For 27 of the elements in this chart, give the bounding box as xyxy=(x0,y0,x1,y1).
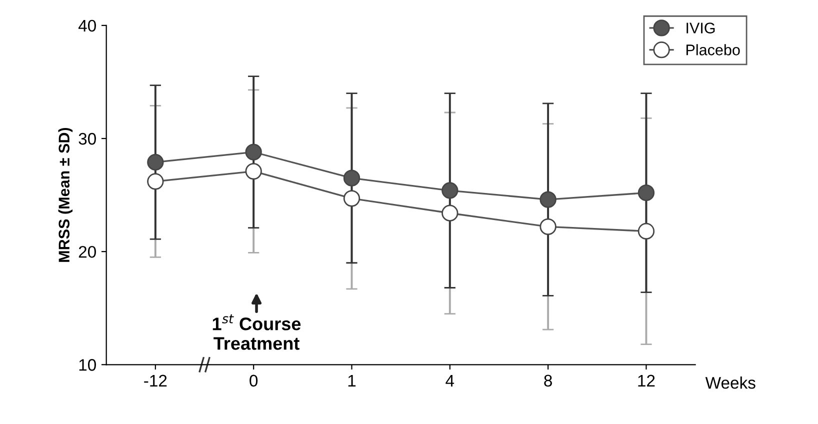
annotation: 1$^{st}$ Course Treatment xyxy=(212,314,301,350)
point xyxy=(343,170,360,186)
point xyxy=(442,182,458,199)
y-tick-label: 40 xyxy=(78,20,96,32)
x-axis-title: Weeks xyxy=(705,376,756,389)
legend-label: Placebo xyxy=(686,44,740,56)
y-tick-label: 30 xyxy=(78,132,96,145)
point xyxy=(638,222,655,240)
point xyxy=(147,173,164,190)
y-tick-label: 20 xyxy=(78,246,96,258)
legend-label: IVIG xyxy=(686,22,715,34)
y-tick-label: 10 xyxy=(79,359,96,371)
point xyxy=(245,144,262,160)
point xyxy=(638,184,655,202)
point xyxy=(343,190,360,207)
x-tick-label: 1 xyxy=(348,374,356,386)
point xyxy=(540,218,556,236)
point xyxy=(540,191,556,208)
x-tick-label: 0 xyxy=(250,374,258,387)
x-tick-label: 8 xyxy=(544,374,552,387)
point xyxy=(245,162,262,180)
point xyxy=(442,204,458,222)
y-axis-title: MRSS (Mean ± SD) xyxy=(58,128,73,262)
point xyxy=(147,154,164,171)
x-tick-label: -12 xyxy=(144,374,167,386)
x-tick-label: 12 xyxy=(638,374,655,386)
x-tick-label: 4 xyxy=(446,374,454,386)
